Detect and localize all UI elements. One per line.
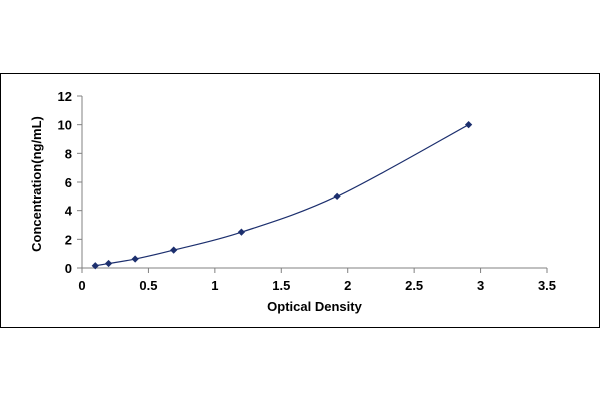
x-tick-label: 3.5 [538, 278, 556, 293]
y-tick-label: 2 [65, 232, 72, 247]
y-tick-label: 4 [65, 204, 73, 219]
x-tick-label: 0 [78, 278, 85, 293]
x-tick-label: 2.5 [405, 278, 423, 293]
x-axis-ticks: 0 0.5 1 1.5 2 2.5 3 3.5 [78, 268, 556, 293]
y-tick-label: 6 [65, 175, 72, 190]
data-points [91, 121, 473, 270]
x-tick-label: 3 [477, 278, 484, 293]
y-axis-ticks: 0 2 4 6 8 10 12 [58, 89, 82, 276]
data-point-marker [131, 255, 139, 263]
data-point-marker [333, 192, 341, 200]
x-tick-label: 0.5 [139, 278, 157, 293]
data-point-marker [464, 121, 473, 129]
x-tick-label: 2 [344, 278, 351, 293]
x-tick-label: 1.5 [272, 278, 290, 293]
y-tick-label: 0 [65, 261, 72, 276]
x-tick-label: 1 [211, 278, 218, 293]
y-tick-label: 12 [58, 89, 72, 104]
y-tick-label: 10 [58, 118, 72, 133]
chart-area-border [0, 73, 600, 328]
y-axis-title: Concentration(ng/mL) [29, 116, 44, 252]
data-point-marker [170, 246, 178, 254]
y-tick-label: 8 [65, 146, 72, 161]
data-point-marker [104, 259, 113, 268]
x-axis-title: Optical Density [267, 299, 362, 314]
data-point-marker [91, 262, 99, 270]
data-point-marker [237, 228, 246, 236]
